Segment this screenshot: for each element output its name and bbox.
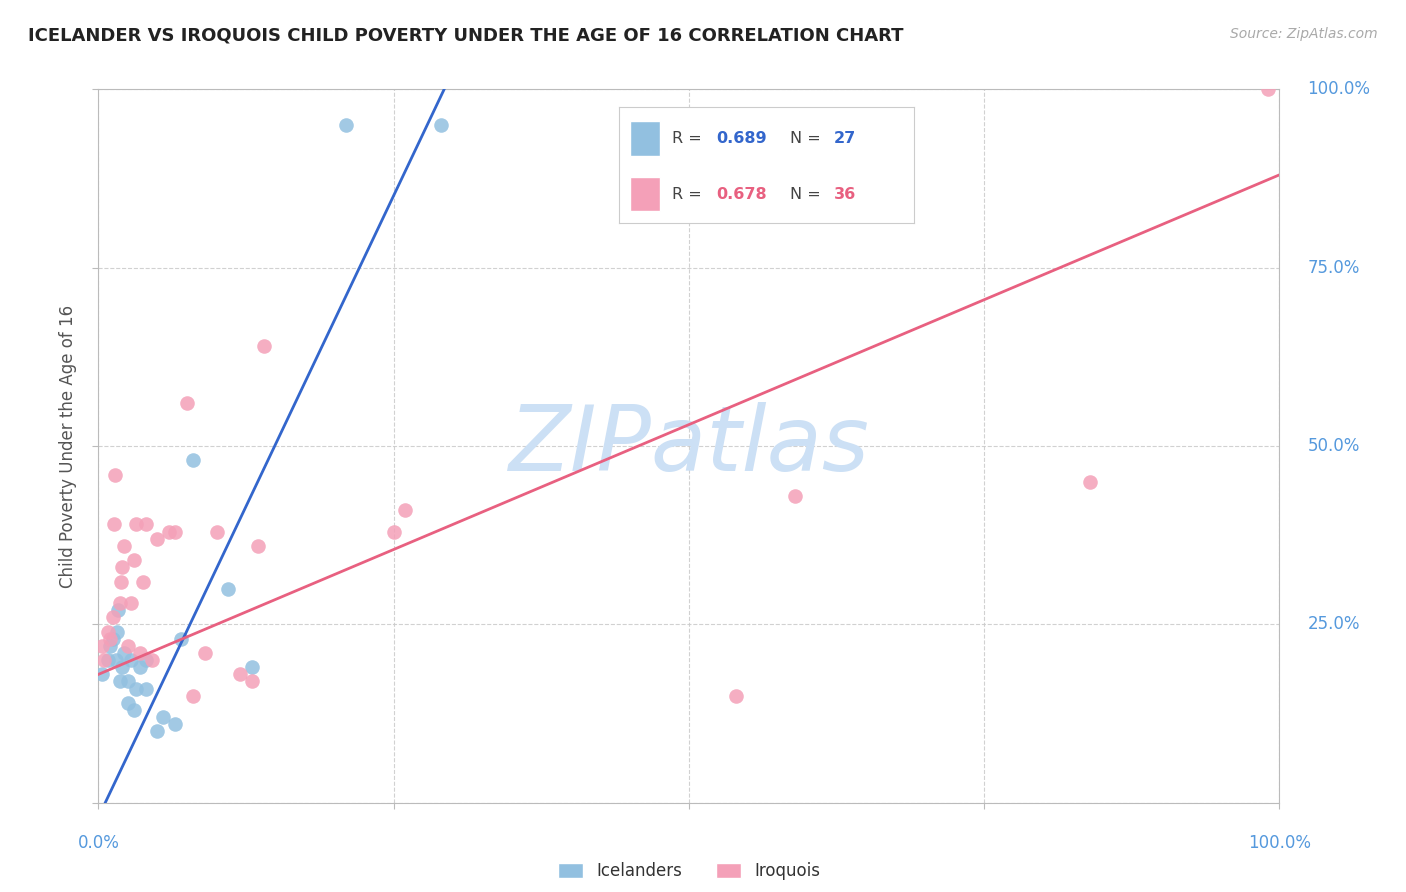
Text: 100.0%: 100.0% (1249, 834, 1310, 852)
Point (253, 339, 276, 353)
Text: ZIPatlas: ZIPatlas (509, 402, 869, 490)
Point (335, 118, 357, 132)
Text: 50.0%: 50.0% (1308, 437, 1360, 455)
Text: 75.0%: 75.0% (1308, 259, 1360, 277)
Point (146, 724, 169, 739)
Point (105, 624, 128, 639)
Point (97, 653, 120, 667)
Point (117, 674, 139, 689)
Point (1080, 475, 1102, 489)
Text: 0.689: 0.689 (716, 131, 766, 146)
Text: R =: R = (672, 131, 707, 146)
Point (101, 610, 124, 624)
Text: N =: N = (790, 186, 825, 202)
Point (725, 689, 748, 703)
Text: ICELANDER VS IROQUOIS CHILD POVERTY UNDER THE AGE OF 16 CORRELATION CHART: ICELANDER VS IROQUOIS CHILD POVERTY UNDE… (28, 27, 904, 45)
Point (181, 689, 204, 703)
Text: 0.678: 0.678 (716, 186, 766, 202)
Point (128, 660, 150, 674)
Point (205, 524, 228, 539)
Point (93, 653, 115, 667)
Point (394, 503, 416, 517)
Point (152, 710, 174, 724)
Point (165, 524, 187, 539)
Point (430, 118, 453, 132)
Point (246, 539, 269, 553)
Text: 36: 36 (834, 186, 856, 202)
Point (194, 646, 217, 660)
Point (240, 660, 263, 674)
Y-axis label: Child Poverty Under the Age of 16: Child Poverty Under the Age of 16 (59, 304, 77, 588)
Point (135, 653, 157, 667)
Point (91, 667, 114, 681)
Point (108, 596, 131, 610)
Text: Source: ZipAtlas.com: Source: ZipAtlas.com (1230, 27, 1378, 41)
Point (98, 639, 121, 653)
Point (1257, 82, 1279, 96)
Point (111, 560, 134, 574)
Point (217, 582, 239, 596)
Point (146, 532, 169, 546)
Text: 27: 27 (834, 131, 856, 146)
Text: 25.0%: 25.0% (1308, 615, 1360, 633)
Point (785, 489, 807, 503)
Point (132, 574, 155, 589)
Text: R =: R = (672, 186, 707, 202)
Text: 100.0%: 100.0% (1308, 80, 1371, 98)
Point (125, 681, 148, 696)
Point (101, 632, 124, 646)
Point (98, 632, 121, 646)
Point (141, 653, 163, 667)
Point (111, 660, 134, 674)
Text: N =: N = (790, 131, 825, 146)
Point (157, 524, 180, 539)
Point (108, 674, 131, 689)
Point (135, 681, 157, 696)
Point (121, 653, 143, 667)
Point (382, 524, 405, 539)
Point (121, 596, 143, 610)
Point (103, 517, 125, 532)
Point (128, 646, 150, 660)
Point (125, 517, 148, 532)
Point (170, 632, 193, 646)
Point (104, 467, 127, 482)
FancyBboxPatch shape (630, 177, 659, 211)
Point (135, 517, 157, 532)
Point (176, 396, 198, 410)
FancyBboxPatch shape (630, 121, 659, 156)
Point (91, 639, 114, 653)
Point (107, 603, 129, 617)
Point (110, 574, 132, 589)
Text: 0.0%: 0.0% (77, 834, 120, 852)
Point (122, 703, 145, 717)
Point (122, 553, 145, 567)
Legend: Icelanders, Iroquois: Icelanders, Iroquois (558, 862, 820, 880)
Point (117, 639, 139, 653)
Point (112, 646, 135, 660)
Point (105, 653, 128, 667)
Point (117, 696, 139, 710)
Point (229, 667, 252, 681)
Point (97, 624, 120, 639)
Point (240, 674, 263, 689)
Point (112, 539, 135, 553)
Point (181, 453, 204, 467)
Point (165, 717, 187, 731)
